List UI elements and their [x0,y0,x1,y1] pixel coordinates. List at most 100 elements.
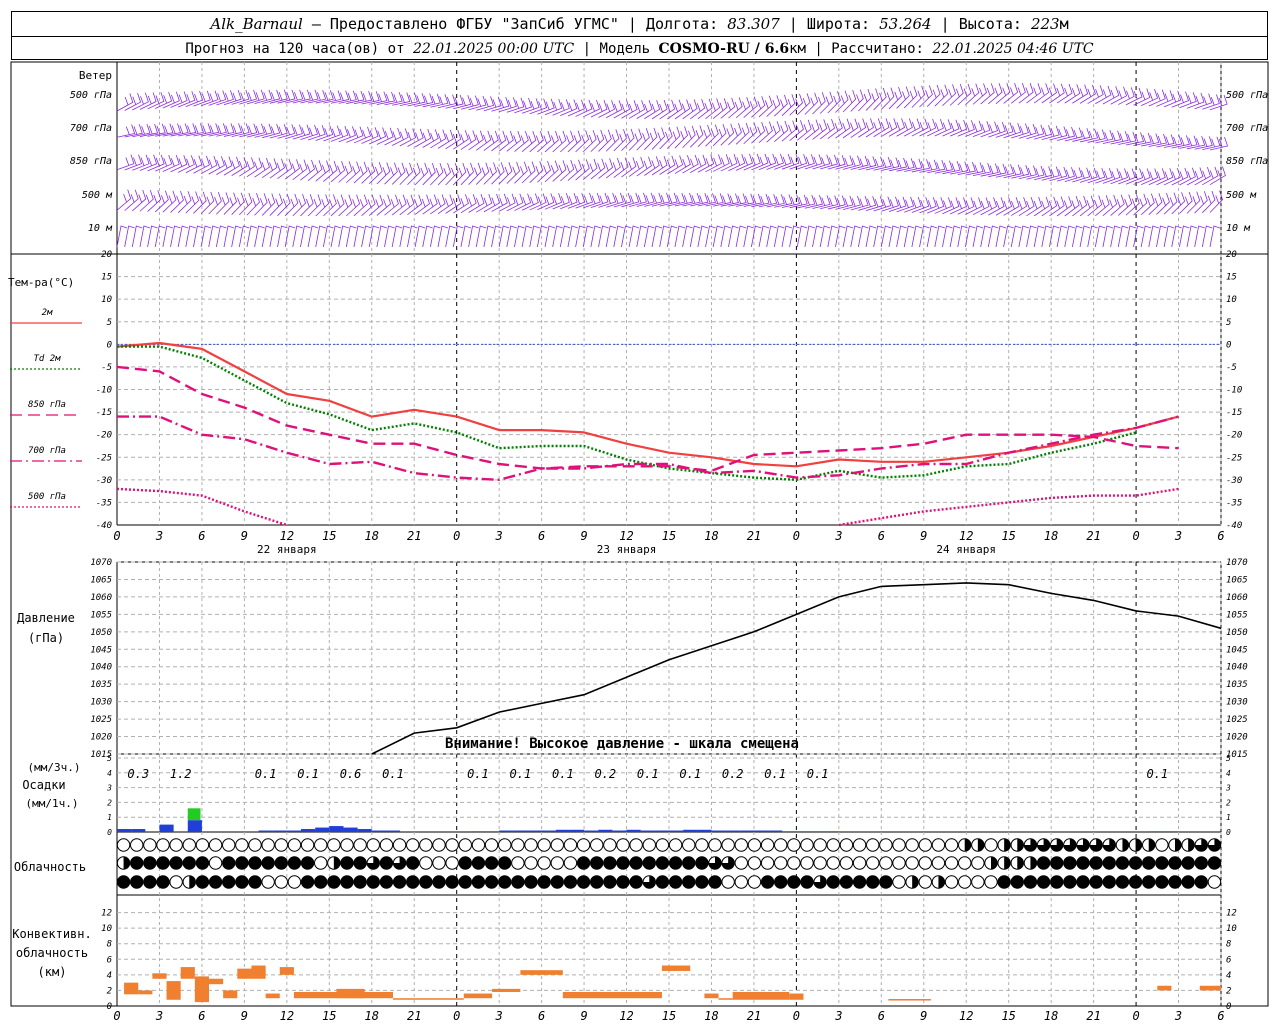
wind-barb [812,119,828,140]
time-tick: 21 [747,529,761,543]
wind-barb [1018,165,1037,180]
wind-barb [1140,225,1152,248]
cloud-fill-full [511,875,525,889]
wind-barb [147,123,166,137]
wind-barb [262,89,281,104]
wind-barb [743,153,761,171]
wind-barb [621,157,637,178]
wind-barb [636,156,652,177]
wind-barb [743,122,758,145]
wind-barb [170,123,189,137]
wind-barb [927,160,946,174]
wind-barb [475,225,487,248]
wind-barb [820,154,838,170]
conv-bar [1157,985,1172,991]
time-tick-bottom: 9 [920,1009,927,1023]
time-tick-bottom: 3 [1174,1009,1182,1023]
wind-barb [720,97,736,119]
wind-barb [239,123,258,138]
wind-barb [720,123,735,146]
wind-barb [789,154,808,170]
wind-barb [1102,168,1121,184]
wind-barb [819,91,834,114]
wind-barb [391,128,409,146]
conv-bar [562,991,662,999]
cloud-circle [274,875,288,889]
cloud-circle [1207,875,1222,889]
cloud-fill-full [235,856,249,870]
time-tick-bottom: 6 [538,1009,545,1023]
cloud-fill-full [380,856,393,870]
wind-barb [720,193,739,207]
wind-barb [728,193,747,207]
wind-barb [896,196,915,213]
wind-barb [269,124,288,139]
cloud-fill-full [1208,856,1221,870]
precip-bar [824,831,839,832]
wind-barb [116,225,128,248]
wind-barb [1194,93,1213,110]
cloud-circle [760,856,775,870]
wind-barb [1102,225,1114,248]
wind-barb [590,225,601,248]
cloud-circle [432,856,446,870]
wind-barb [865,118,882,138]
wind-barb [881,196,899,212]
precip-bar [470,831,485,832]
wind-barb [216,192,230,215]
wind-barb [208,156,225,175]
wind-barb [697,98,713,120]
wind-barb [682,154,699,174]
wind-barb [1156,168,1174,186]
pressure-ytick: 1045 [90,645,112,655]
header-row-station: Alk_Barnaul — Предоставлено ФГБУ "ЗапСиб… [210,15,1069,33]
wind-barb [598,129,612,152]
cloud-circle [918,856,932,870]
cloud-fill-full [327,875,341,889]
precip-3h-total: 0.1 [255,767,277,781]
cloud-fill-full [459,856,472,870]
wind-barb [881,118,898,137]
wind-barb [995,122,1014,138]
wind-barb [384,127,402,146]
cloud-fill-full [1195,856,1208,870]
time-tick: 9 [580,529,587,543]
wind-barb [750,225,762,248]
wind-barb [621,192,640,208]
wind-barb [881,87,895,110]
wind-barb [926,119,944,137]
wind-barb [949,119,968,137]
wind-barb [254,225,265,248]
wind-barb [705,225,716,248]
wind-barb [529,130,544,153]
precip-bar [371,830,386,832]
wind-barb [598,158,614,179]
wind-barb [934,84,949,107]
wind-barb [636,225,647,248]
wind-barb [399,194,415,216]
wind-barb [934,225,945,248]
wind-barb [307,225,319,248]
wind-barb [292,124,311,140]
wind-barb [988,83,1003,105]
cloud-fill-full [196,875,209,889]
conv-unit: (км) [38,965,67,979]
precip-3h-total: 0.1 [552,767,574,781]
cloud-fill-half [1030,856,1037,870]
cloud-circle [787,838,801,852]
wind-barb [598,192,617,208]
time-tick: 15 [1001,529,1015,543]
wind-barb [185,225,196,248]
wind-barb [911,225,923,248]
wind-barb [713,193,732,207]
wind-barb [1087,225,1098,248]
cloud-fill-half [189,875,196,889]
wind-barb [453,95,472,110]
forecast-start: 22.01.2025 00:00 UTC [412,41,575,57]
cloud-circle [116,838,131,852]
precip-bar [555,829,570,832]
wind-barb [651,225,663,248]
cloud-fill-full [577,875,590,889]
cloud-fill-full [590,856,603,870]
cloud-circle [445,838,459,852]
